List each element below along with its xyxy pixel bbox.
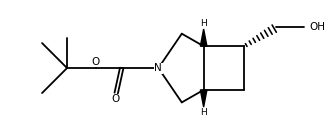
Text: H: H	[200, 19, 207, 28]
Polygon shape	[200, 90, 207, 107]
Text: OH: OH	[309, 22, 325, 32]
Text: N: N	[154, 63, 162, 73]
Text: H: H	[200, 108, 207, 117]
Polygon shape	[200, 29, 207, 46]
Text: O: O	[92, 57, 100, 67]
Text: O: O	[111, 94, 119, 104]
